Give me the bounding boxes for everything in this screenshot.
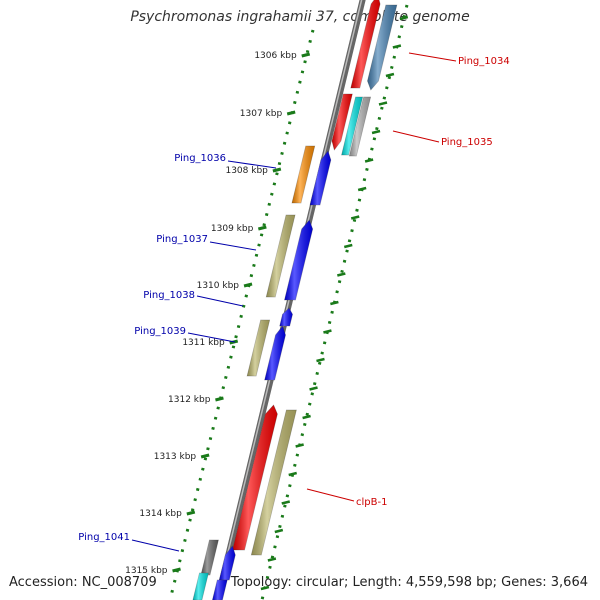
tick-label: 1312 kbp <box>168 395 211 405</box>
outer-tick <box>337 272 346 277</box>
leader-line <box>408 52 457 62</box>
outer-tick <box>302 414 311 420</box>
gene-label: Ping_1036 <box>174 153 226 164</box>
outer-tick <box>260 585 270 591</box>
outer-tick <box>316 357 325 363</box>
accession-text: Accession: NC_008709 <box>9 575 157 590</box>
outer-tick <box>267 557 277 562</box>
tick-label: 1311 kbp <box>182 338 225 348</box>
leader-line <box>187 332 236 343</box>
outer-tick <box>392 44 402 49</box>
leader-line <box>306 488 355 502</box>
tick-label: 1315 kbp <box>125 566 168 576</box>
leader-line <box>209 241 257 251</box>
tick-label: 1308 kbp <box>225 166 268 176</box>
outer-tick <box>364 158 374 163</box>
outer-tick <box>343 243 353 249</box>
outer-tick <box>350 215 360 220</box>
tick-mark <box>301 52 311 58</box>
tick-mark <box>286 110 296 116</box>
outer-tick <box>330 300 339 306</box>
gene-labels: Ping_1034 Ping_1035 Ping_1036 Ping_1037 Ping… <box>78 52 510 552</box>
leader-line <box>227 160 277 169</box>
outer-tick <box>295 443 304 448</box>
tick-label: 1306 kbp <box>254 51 297 61</box>
outer-tick <box>281 500 291 505</box>
tick-mark <box>186 510 196 516</box>
tick-mark <box>257 225 267 231</box>
leader-line <box>392 130 440 143</box>
outer-tick <box>274 528 284 534</box>
tick-label: 1309 kbp <box>211 224 254 234</box>
outer-tick <box>357 186 367 192</box>
tick-label: 1314 kbp <box>139 509 182 519</box>
gene-label: Ping_1037 <box>156 234 208 245</box>
tick-label: 1313 kbp <box>154 452 197 462</box>
leader-line <box>131 539 180 552</box>
tick-mark <box>272 167 282 173</box>
gene-label: Ping_1034 <box>458 56 510 67</box>
tick-mark <box>243 282 253 288</box>
tick-mark <box>172 567 181 573</box>
outer-tick <box>371 129 381 135</box>
outer-tick <box>288 471 298 477</box>
outer-tick <box>309 386 318 391</box>
outer-tick <box>385 72 395 78</box>
outer-tick <box>323 329 332 334</box>
tick-label: 1307 kbp <box>240 109 283 119</box>
gene-features <box>192 0 398 600</box>
gene-label: Ping_1039 <box>134 326 186 337</box>
outer-tick <box>399 15 409 21</box>
summary-text: Topology: circular; Length: 4,559,598 bp… <box>230 575 588 590</box>
gene-label: Ping_1035 <box>441 137 493 148</box>
outer-tick <box>378 101 388 106</box>
tick-mark <box>215 396 224 402</box>
gene-label: Ping_1038 <box>143 290 195 301</box>
gene-label: clpB-1 <box>356 497 387 508</box>
gene-label: Ping_1041 <box>78 532 130 543</box>
tick-label: 1310 kbp <box>197 281 240 291</box>
tick-mark <box>200 453 210 459</box>
leader-line <box>196 295 244 307</box>
